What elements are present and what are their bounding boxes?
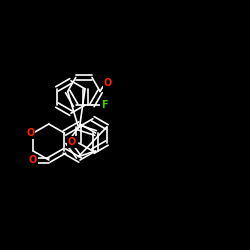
Text: O: O xyxy=(68,137,76,147)
Text: O: O xyxy=(26,128,34,138)
Text: O: O xyxy=(29,155,37,165)
Text: F: F xyxy=(101,100,107,110)
Text: O: O xyxy=(104,78,112,88)
